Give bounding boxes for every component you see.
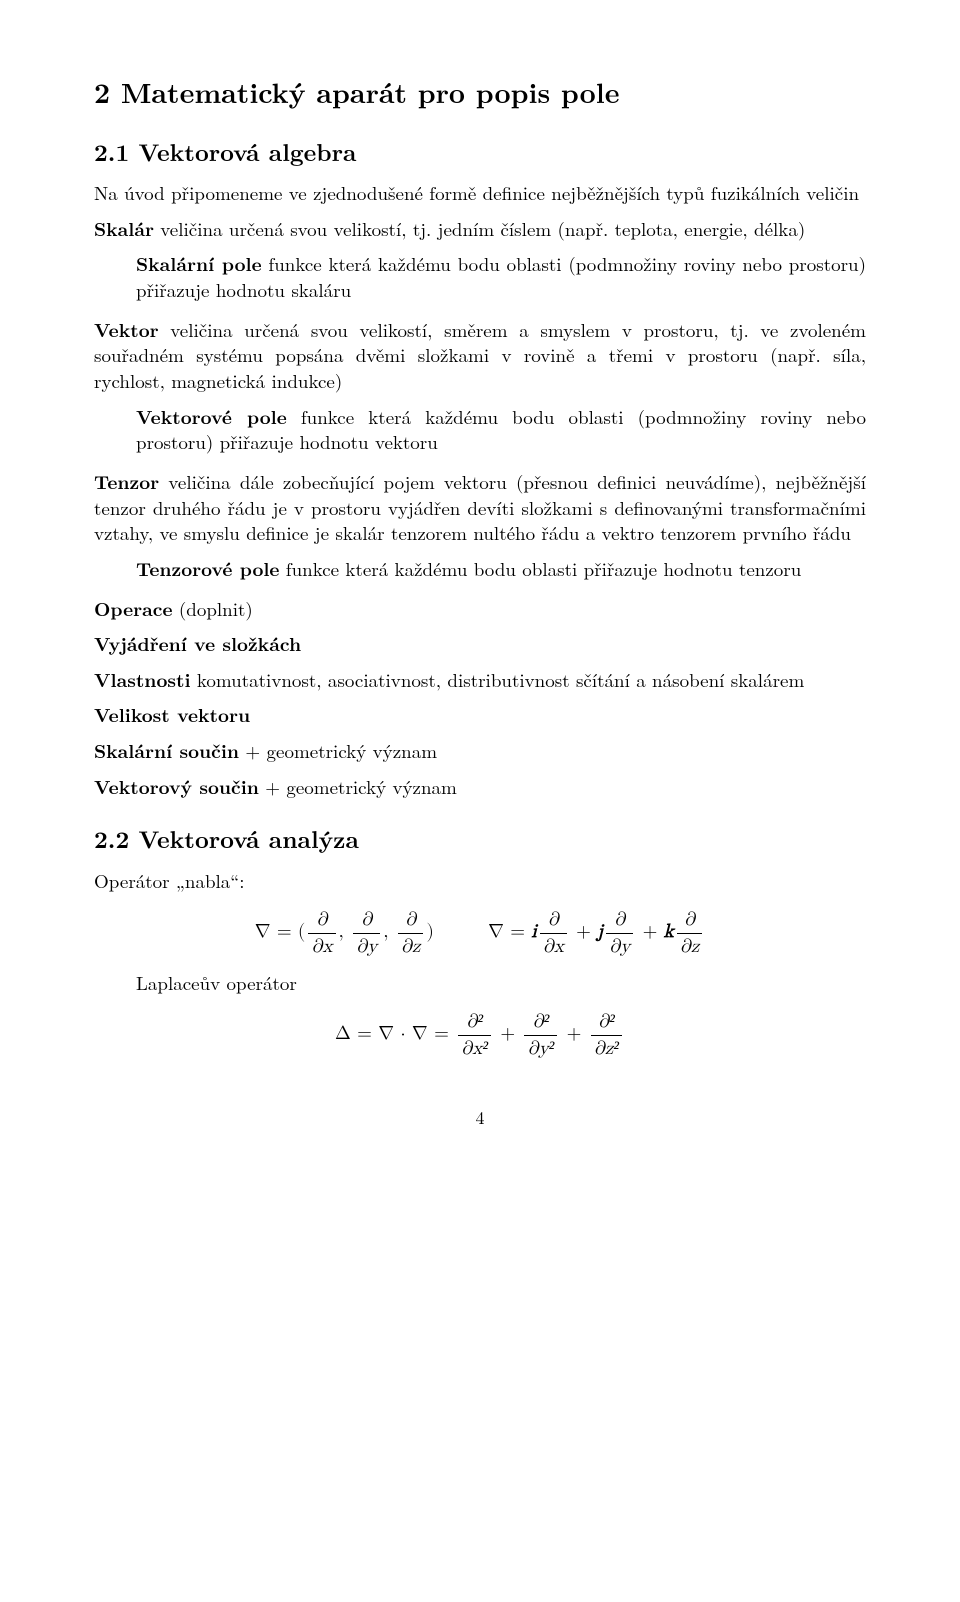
plus: +: [570, 923, 597, 942]
frac-den: ∂y²: [524, 1036, 557, 1062]
frac-num: ∂: [677, 907, 703, 934]
laplace-expr: Δ = ∇ · ∇ = ∂²∂x² + ∂²∂y² + ∂²∂z²: [335, 1009, 625, 1061]
def-vlastnosti: Vlastnosti komutativnost, asociativnost,…: [94, 667, 866, 693]
frac-den: ∂x: [540, 934, 567, 960]
term-tenzorove-pole: Tenzorové pole: [136, 554, 279, 582]
body-tenzorove-pole: funkce která každému bodu oblasti přiřaz…: [279, 555, 801, 582]
body-vektorovy-soucin: + geometrický význam: [259, 773, 457, 800]
plus: +: [636, 923, 663, 942]
plus: +: [494, 1025, 521, 1044]
frac-num: ∂²: [591, 1009, 622, 1036]
frac-den: ∂x²: [458, 1036, 491, 1062]
unit-i: i: [531, 923, 536, 942]
def-vektor: Vektor veličina určená svou velikostí, s…: [94, 317, 866, 394]
term-velikost: Velikost vektoru: [94, 700, 250, 728]
def-tenzorove-pole: Tenzorové pole funkce která každému bodu…: [136, 556, 866, 582]
frac-num: ∂²: [458, 1009, 491, 1036]
unit-k: k: [664, 923, 674, 942]
term-vektorove-pole: Vektorové pole: [136, 402, 287, 430]
frac-num: ∂: [606, 907, 633, 934]
sep: ,: [383, 923, 395, 942]
term-vlastnosti: Vlastnosti: [94, 665, 191, 693]
frac-den: ∂x: [308, 934, 335, 960]
term-skalarni-soucin: Skalární součin: [94, 736, 239, 764]
nabla-vec-lhs: ∇ =: [488, 923, 531, 942]
nabla-vector: ∇ = i∂∂x + j∂∂y + k∂∂z: [488, 907, 705, 959]
frac-num: ∂²: [524, 1009, 557, 1036]
subsection-heading-2: 2.2 Vektorová analýza: [94, 823, 866, 855]
term-vyjadreni: Vyjádření ve složkách: [94, 629, 301, 657]
unit-j: j: [597, 923, 603, 942]
def-skalarni-soucin: Skalární součin + geometrický význam: [94, 738, 866, 764]
body-vektor: veličina určená svou velikostí, směrem a…: [94, 316, 866, 394]
nabla-label: Operátor „nabla“:: [94, 868, 866, 894]
def-skalar: Skalár veličina určená svou velikostí, t…: [94, 216, 866, 242]
def-vyjadreni: Vyjádření ve složkách: [94, 631, 866, 657]
frac-num: ∂: [398, 907, 424, 934]
frac-den: ∂z²: [591, 1036, 622, 1062]
section-heading: 2 Matematický aparát pro popis pole: [94, 74, 866, 112]
laplace-label: Laplaceův operátor: [136, 970, 866, 996]
nabla-tuple-rhs: ): [426, 923, 433, 942]
term-skalar: Skalár: [94, 214, 154, 242]
sep: ,: [339, 923, 351, 942]
body-skalarni-soucin: + geometrický význam: [239, 737, 437, 764]
frac-num: ∂: [540, 907, 567, 934]
term-vektorovy-soucin: Vektorový součin: [94, 772, 259, 800]
frac-num: ∂: [353, 907, 380, 934]
def-tenzor: Tenzor veličina dále zobecňující pojem v…: [94, 469, 866, 546]
def-vektorovy-soucin: Vektorový součin + geometrický význam: [94, 774, 866, 800]
body-skalar: veličina určená svou velikostí, tj. jedn…: [154, 215, 805, 242]
body-operace: (doplnit): [173, 595, 253, 622]
frac-den: ∂z: [398, 934, 424, 960]
frac-den: ∂y: [606, 934, 633, 960]
term-operace: Operace: [94, 594, 173, 622]
laplace-lhs: Δ = ∇ · ∇ =: [335, 1025, 455, 1044]
intro-paragraph: Na úvod připomeneme ve zjednodušené form…: [94, 180, 866, 206]
laplace-equation: Δ = ∇ · ∇ = ∂²∂x² + ∂²∂y² + ∂²∂z²: [94, 1009, 866, 1061]
frac-num: ∂: [308, 907, 335, 934]
nabla-equations: ∇ = (∂∂x, ∂∂y, ∂∂z) ∇ = i∂∂x + j∂∂y + k∂…: [94, 907, 866, 959]
body-vlastnosti: komutativnost, asociativnost, distributi…: [191, 666, 805, 693]
frac-den: ∂z: [677, 934, 703, 960]
plus: +: [560, 1025, 587, 1044]
nabla-tuple-lhs: ∇ = (: [255, 923, 306, 942]
def-operace: Operace (doplnit): [94, 596, 866, 622]
term-skalarni-pole: Skalární pole: [136, 249, 262, 277]
subsection-heading-1: 2.1 Vektorová algebra: [94, 136, 866, 168]
term-vektor: Vektor: [94, 315, 159, 343]
def-skalarni-pole: Skalární pole funkce která každému bodu …: [136, 251, 866, 302]
body-tenzor: veličina dále zobecňující pojem vektoru …: [94, 468, 866, 546]
page-number: 4: [94, 1106, 866, 1130]
nabla-tuple: ∇ = (∂∂x, ∂∂y, ∂∂z): [255, 907, 434, 959]
term-tenzor: Tenzor: [94, 467, 159, 495]
frac-den: ∂y: [353, 934, 380, 960]
def-vektorove-pole: Vektorové pole funkce která každému bodu…: [136, 404, 866, 455]
def-velikost: Velikost vektoru: [94, 702, 866, 728]
